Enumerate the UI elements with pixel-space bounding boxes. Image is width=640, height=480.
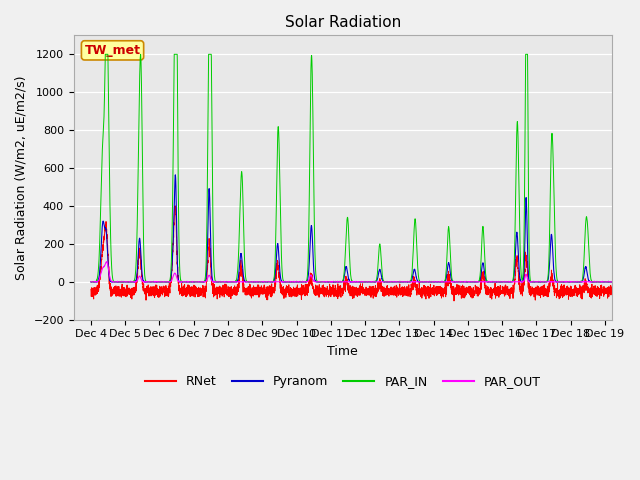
Y-axis label: Solar Radiation (W/m2, uE/m2/s): Solar Radiation (W/m2, uE/m2/s) <box>15 75 28 280</box>
Legend: RNet, Pyranom, PAR_IN, PAR_OUT: RNet, Pyranom, PAR_IN, PAR_OUT <box>140 370 546 393</box>
Title: Solar Radiation: Solar Radiation <box>285 15 401 30</box>
X-axis label: Time: Time <box>328 345 358 358</box>
Text: TW_met: TW_met <box>84 44 141 57</box>
